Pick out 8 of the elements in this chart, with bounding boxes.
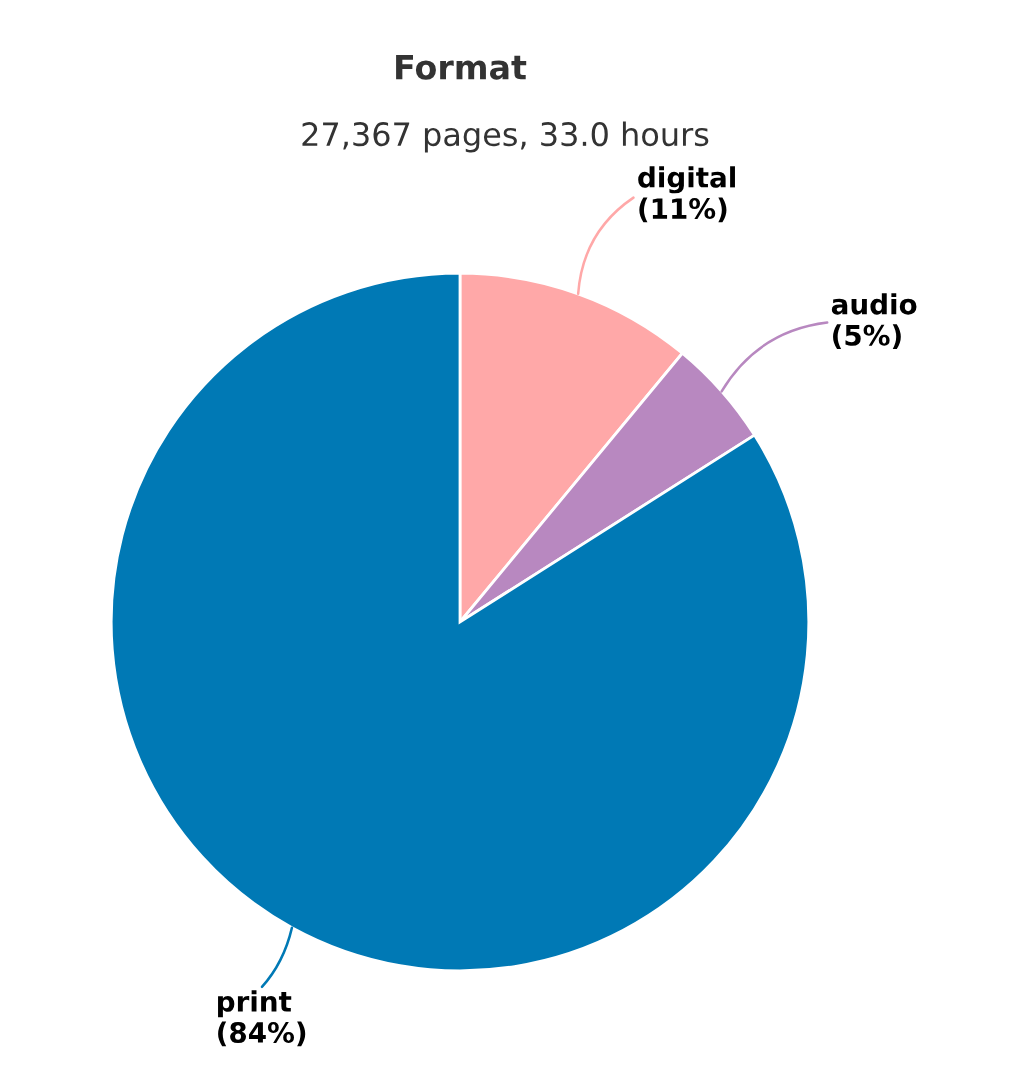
chart-title: Format <box>396 54 527 80</box>
data-label: (11%) <box>639 197 727 223</box>
data-label: (84%) <box>218 1021 306 1047</box>
slice-label: print <box>218 990 292 1018</box>
slice-label: audio <box>831 293 917 315</box>
slice-label: digital <box>638 166 735 194</box>
data-label: (5%) <box>833 324 901 350</box>
chart-subtitle: 27,367 pages, 33.0 hours <box>302 121 709 153</box>
